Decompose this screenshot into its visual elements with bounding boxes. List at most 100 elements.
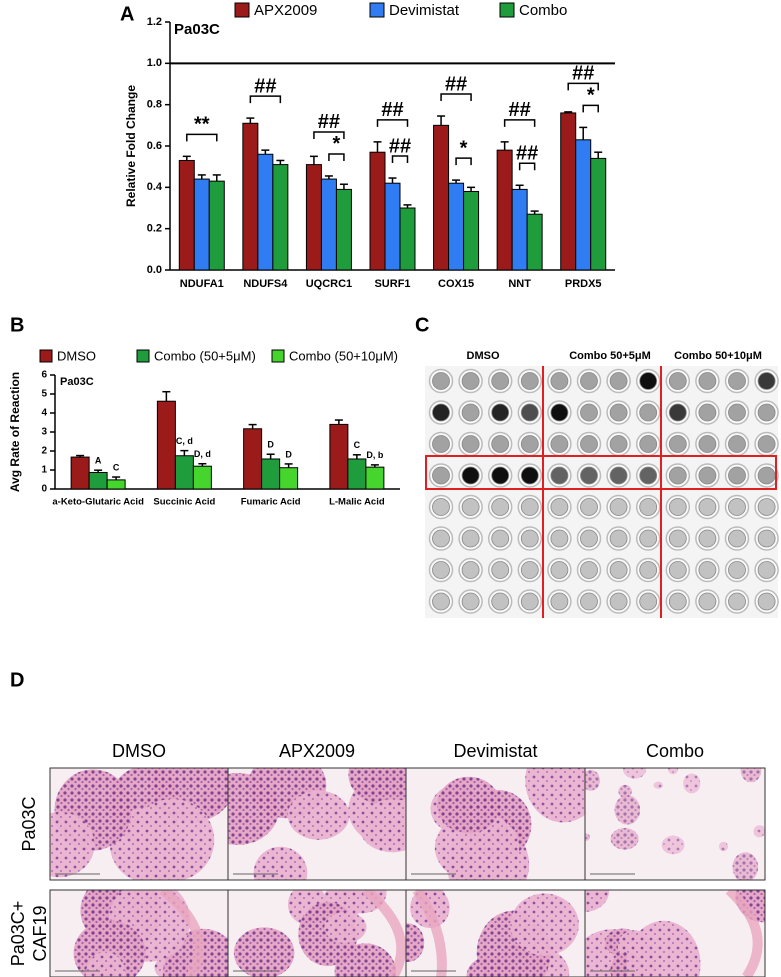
histology-content [406, 768, 585, 880]
well-content [698, 403, 717, 422]
significance-bracket [391, 155, 409, 164]
tissue [437, 776, 501, 834]
well-content [520, 592, 539, 611]
well-content [757, 372, 776, 390]
well-content [432, 498, 450, 516]
bar [178, 159, 195, 271]
well-content [639, 561, 658, 579]
well-content [580, 403, 598, 422]
panel-label: A [120, 3, 134, 25]
histology-image [49, 767, 229, 881]
tissue [718, 841, 729, 852]
tissue [653, 781, 664, 789]
well-content [520, 529, 539, 548]
well-content [461, 529, 480, 548]
well-content [698, 372, 717, 390]
significance-bracket [328, 153, 345, 161]
well-content [491, 529, 510, 548]
tissue [585, 890, 610, 912]
bar [347, 458, 367, 490]
legend-swatch [271, 349, 285, 363]
y-tick-label: 3 [41, 427, 47, 438]
stroma [412, 890, 447, 977]
well-content [550, 498, 569, 516]
significance-marker: * [460, 137, 468, 159]
bar [511, 188, 528, 271]
y-tick-label: 0 [41, 484, 47, 495]
bar [174, 455, 194, 490]
well-content [728, 561, 746, 579]
stroma [159, 890, 205, 977]
bar [590, 157, 607, 271]
well-content [491, 561, 510, 579]
bar [496, 149, 513, 271]
bar [560, 112, 577, 271]
well-content [520, 435, 539, 453]
y-tick-label: 5 [41, 389, 47, 400]
well-content [609, 435, 628, 453]
bar [243, 428, 263, 490]
bar [526, 213, 543, 271]
well-content [461, 592, 480, 611]
y-tick-label: 0.4 [147, 181, 163, 193]
tissue [622, 768, 647, 779]
well-content [550, 529, 569, 548]
significance-bracket [376, 119, 409, 127]
significance-marker: * [587, 85, 595, 107]
tissue [525, 768, 585, 823]
bar [257, 153, 274, 271]
subtitle: Pa03C [60, 376, 94, 388]
legend-label: Combo (50+5μM) [154, 348, 256, 363]
well-content [698, 498, 717, 516]
histology-image [405, 889, 586, 977]
legend-label: Combo (50+10μM) [289, 348, 398, 363]
panel-label: D [10, 669, 24, 691]
well-content [757, 466, 776, 485]
significance-letter: D [285, 449, 292, 459]
well-content [668, 498, 687, 516]
bar [575, 139, 592, 271]
significance-marker: ** [194, 114, 210, 136]
x-tick-label: L-Malic Acid [329, 497, 385, 508]
histology-content [228, 890, 406, 977]
histology-image [584, 767, 766, 881]
well-content [639, 466, 658, 485]
well-content [520, 466, 539, 485]
significance-letter: A [95, 456, 102, 466]
well-content [491, 466, 510, 485]
bar [279, 467, 299, 490]
bar [335, 188, 352, 271]
well-content [461, 435, 480, 453]
well-content [757, 592, 776, 611]
well-content [757, 529, 776, 548]
plate [425, 366, 778, 618]
well-content [609, 403, 628, 422]
tissue [324, 911, 367, 943]
well-content [609, 466, 628, 485]
well-content [461, 372, 480, 390]
tissue [585, 833, 591, 841]
well-content [698, 529, 717, 548]
bar [70, 456, 90, 490]
well-content [432, 403, 450, 422]
legend-swatch [136, 349, 150, 363]
well-content [461, 403, 480, 422]
histology-image [584, 889, 766, 977]
histology-content [585, 890, 765, 977]
well-content [698, 435, 717, 453]
well-content [491, 372, 510, 390]
tissue [732, 852, 759, 880]
bar [208, 180, 225, 271]
well-content [520, 403, 539, 422]
bar [88, 471, 108, 490]
x-tick-label: PRDX5 [565, 278, 602, 290]
y-tick-label: 0.6 [147, 140, 162, 152]
subtitle: Pa03C [174, 21, 220, 38]
row-label: Pa03C [19, 796, 39, 851]
significance-bracket [503, 119, 536, 127]
significance-marker: ## [381, 99, 403, 121]
significance-marker: ## [318, 111, 340, 133]
bar [329, 423, 349, 490]
tissue [626, 920, 701, 977]
well-content [668, 529, 687, 548]
